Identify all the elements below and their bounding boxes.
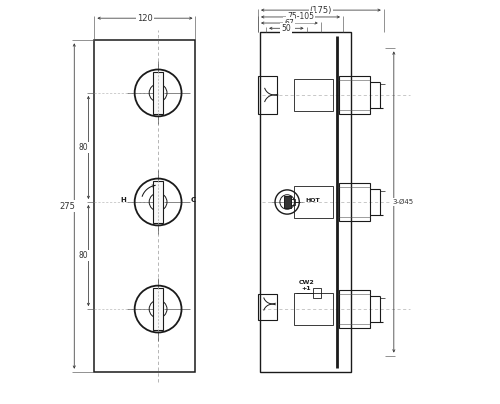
Bar [260,32,351,372]
Text: 80: 80 [78,251,88,260]
Text: 275: 275 [59,202,75,210]
Bar [258,76,278,114]
Bar [314,288,320,298]
Bar [153,181,163,223]
Text: 3-Ø45: 3-Ø45 [392,199,413,205]
Bar [153,72,163,114]
Text: HOT: HOT [306,198,320,203]
Text: CW2
+1: CW2 +1 [298,280,314,291]
Bar [340,290,370,328]
Bar [153,288,163,330]
Bar [294,186,333,218]
Text: 50: 50 [282,24,291,33]
Bar [340,183,370,221]
Text: C: C [190,197,196,203]
Text: 120: 120 [137,14,153,23]
Text: 80: 80 [78,143,88,152]
Bar [294,293,333,325]
Bar [340,76,370,114]
Text: 67: 67 [284,19,294,27]
Bar [290,199,295,205]
Text: 75-105: 75-105 [287,13,314,21]
Text: H: H [120,197,126,203]
Text: (175): (175) [310,6,332,15]
Bar [284,196,291,208]
Bar [94,40,196,372]
Bar [294,79,333,111]
Bar [258,294,278,320]
